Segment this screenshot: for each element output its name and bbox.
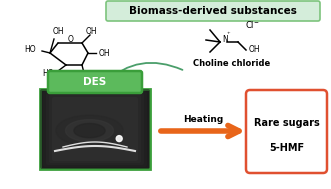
FancyBboxPatch shape	[48, 71, 142, 93]
Text: OH: OH	[52, 26, 64, 36]
Text: OH: OH	[79, 74, 91, 84]
Text: Biomass-derived substances: Biomass-derived substances	[129, 6, 297, 16]
Text: Cl$^{-}$: Cl$^{-}$	[245, 19, 259, 29]
FancyBboxPatch shape	[46, 93, 144, 165]
FancyBboxPatch shape	[106, 1, 320, 21]
Text: OH: OH	[248, 46, 260, 54]
Text: O: O	[68, 36, 74, 44]
Text: OH: OH	[85, 26, 97, 36]
FancyBboxPatch shape	[49, 95, 141, 163]
Text: N: N	[222, 36, 228, 44]
Text: HO: HO	[42, 68, 54, 77]
Text: Rare sugars: Rare sugars	[254, 118, 319, 128]
Circle shape	[116, 136, 122, 142]
Polygon shape	[74, 123, 105, 138]
FancyBboxPatch shape	[40, 89, 150, 169]
Text: 5-HMF: 5-HMF	[269, 143, 304, 153]
FancyBboxPatch shape	[43, 91, 147, 167]
Text: HO: HO	[24, 44, 36, 53]
Text: $^{+}$: $^{+}$	[226, 32, 232, 36]
Polygon shape	[66, 120, 114, 142]
FancyBboxPatch shape	[40, 89, 150, 169]
Text: Choline chloride: Choline chloride	[193, 60, 271, 68]
Text: Heating: Heating	[183, 115, 223, 123]
FancyBboxPatch shape	[246, 90, 327, 173]
Text: Glucose: Glucose	[49, 77, 87, 85]
Text: OH: OH	[98, 49, 110, 57]
FancyBboxPatch shape	[52, 97, 138, 161]
Polygon shape	[56, 115, 123, 146]
Text: DES: DES	[83, 77, 107, 87]
